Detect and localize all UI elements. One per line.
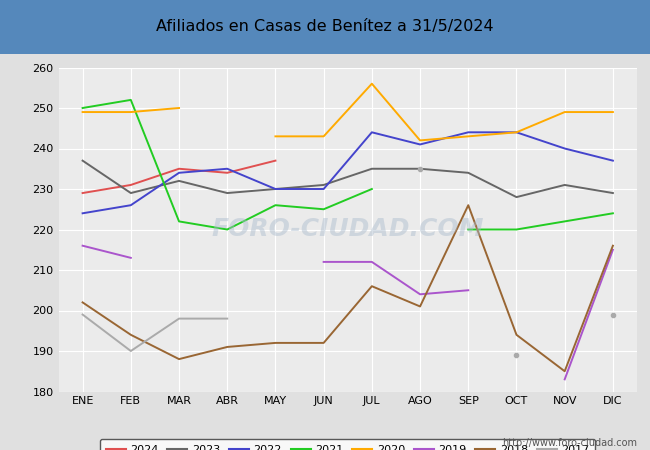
2018 (464, 202, 472, 208)
2023 (416, 166, 424, 171)
Line: 2023: 2023 (83, 161, 613, 197)
2022 (513, 130, 521, 135)
2023 (272, 186, 280, 192)
2018 (175, 356, 183, 362)
2021 (368, 186, 376, 192)
Legend: 2024, 2023, 2022, 2021, 2020, 2019, 2018, 2017: 2024, 2023, 2022, 2021, 2020, 2019, 2018… (100, 439, 595, 450)
2023 (464, 170, 472, 176)
2023 (561, 182, 569, 188)
2023 (320, 182, 328, 188)
Line: 2019: 2019 (83, 246, 131, 258)
2018 (79, 300, 86, 305)
2022 (127, 202, 135, 208)
2022 (416, 142, 424, 147)
Line: 2017: 2017 (83, 315, 228, 351)
2021 (272, 202, 280, 208)
Line: 2021: 2021 (83, 100, 372, 230)
2017 (224, 316, 231, 321)
2023 (368, 166, 376, 171)
2020 (79, 109, 86, 115)
2020 (175, 105, 183, 111)
Text: Afiliados en Casas de Benítez a 31/5/2024: Afiliados en Casas de Benítez a 31/5/202… (156, 19, 494, 35)
2017 (127, 348, 135, 354)
2023 (224, 190, 231, 196)
2021 (127, 97, 135, 103)
2018 (224, 344, 231, 350)
2022 (609, 158, 617, 163)
2018 (561, 369, 569, 374)
Line: 2022: 2022 (83, 132, 613, 213)
2018 (272, 340, 280, 346)
2022 (272, 186, 280, 192)
2023 (127, 190, 135, 196)
2022 (320, 186, 328, 192)
2017 (79, 312, 86, 317)
2024 (224, 170, 231, 176)
2022 (224, 166, 231, 171)
2021 (224, 227, 231, 232)
2023 (609, 190, 617, 196)
2021 (320, 207, 328, 212)
2023 (513, 194, 521, 200)
Line: 2020: 2020 (83, 108, 179, 112)
2018 (368, 284, 376, 289)
2023 (79, 158, 86, 163)
2018 (609, 243, 617, 248)
2022 (175, 170, 183, 176)
2022 (464, 130, 472, 135)
Text: FORO-CIUDAD.COM: FORO-CIUDAD.COM (211, 217, 484, 242)
2024 (175, 166, 183, 171)
Line: 2018: 2018 (83, 205, 613, 371)
2024 (127, 182, 135, 188)
Line: 2024: 2024 (83, 161, 276, 193)
2022 (79, 211, 86, 216)
2017 (175, 316, 183, 321)
2019 (79, 243, 86, 248)
2018 (416, 304, 424, 309)
2018 (513, 332, 521, 338)
2019 (127, 255, 135, 261)
2020 (127, 109, 135, 115)
2022 (368, 130, 376, 135)
2023 (175, 178, 183, 184)
2018 (127, 332, 135, 338)
2018 (320, 340, 328, 346)
Text: http://www.foro-ciudad.com: http://www.foro-ciudad.com (502, 438, 637, 448)
2021 (79, 105, 86, 111)
2024 (79, 190, 86, 196)
2022 (561, 146, 569, 151)
2024 (272, 158, 280, 163)
2021 (175, 219, 183, 224)
